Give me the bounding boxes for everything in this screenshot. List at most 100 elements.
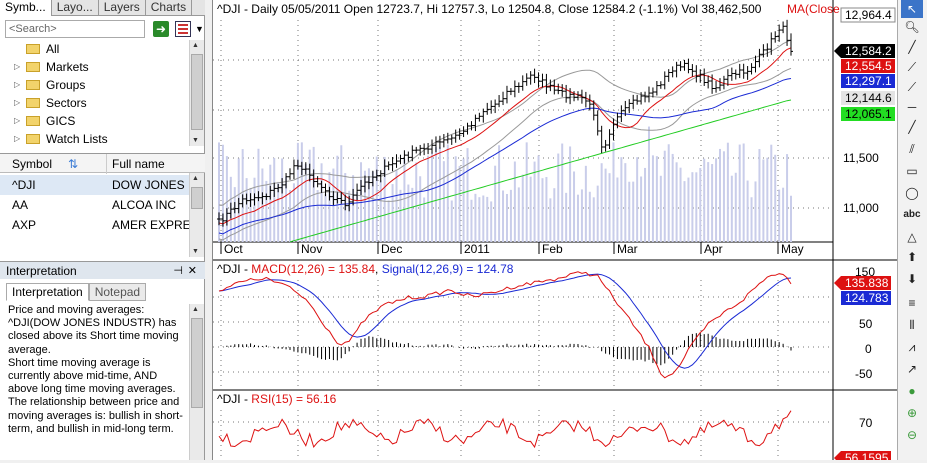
- cycle-tool-icon[interactable]: ⦀: [909, 318, 915, 332]
- fib-icon[interactable]: ▭: [906, 164, 918, 178]
- volume-bar: [604, 168, 607, 242]
- volume-bar: [549, 198, 552, 242]
- volume-bar: [541, 178, 544, 242]
- pitchfork-icon[interactable]: ⫽: [909, 142, 915, 156]
- scroll-down-icon[interactable]: ▼: [192, 248, 199, 255]
- expand-icon[interactable]: ▷: [14, 98, 21, 107]
- volume-bar: [446, 144, 449, 242]
- up-arrow-icon[interactable]: ⬆: [906, 250, 918, 264]
- volume-bar: [730, 175, 733, 242]
- add-icon[interactable]: ⊕: [906, 406, 918, 420]
- rect-tool-icon[interactable]: ◯: [905, 186, 919, 200]
- go-arrow-icon[interactable]: ➜: [153, 21, 169, 37]
- remove-icon[interactable]: ⊖: [906, 428, 918, 442]
- tree-item-gics[interactable]: ▷ GICS: [0, 112, 190, 130]
- scroll-up-icon[interactable]: ▲: [192, 306, 199, 313]
- tab-interpretation[interactable]: Interpretation: [6, 283, 89, 301]
- scroll-thumb[interactable]: [191, 54, 203, 130]
- scroll-down-icon[interactable]: ▼: [192, 137, 199, 144]
- triangle-tool-icon[interactable]: △: [907, 230, 917, 244]
- price-badge-ma-mid: 12,297.1: [845, 74, 892, 88]
- folder-icon: [26, 116, 40, 126]
- volume-bar: [786, 154, 789, 242]
- volume-bar: [261, 168, 264, 242]
- scroll-thumb[interactable]: [191, 318, 203, 408]
- volume-bar: [525, 142, 528, 242]
- zoom-icon[interactable]: 🔍︎: [904, 20, 920, 34]
- close-icon[interactable]: ✕: [187, 265, 197, 277]
- column-separator[interactable]: [106, 154, 107, 174]
- tab-charts[interactable]: Charts: [146, 0, 193, 16]
- tree-scrollbar[interactable]: ▲ ▼: [189, 40, 204, 146]
- volume-bar: [395, 169, 398, 242]
- channel-tool-icon[interactable]: ≡: [908, 296, 916, 310]
- volume-bar: [707, 162, 710, 242]
- symbol-list-scrollbar[interactable]: ▲ ▼: [189, 173, 204, 257]
- volume-bar: [782, 187, 785, 242]
- tab-layers[interactable]: Layers: [99, 0, 146, 16]
- interpretation-title-text: Interpretation: [6, 264, 77, 278]
- interpretation-scrollbar[interactable]: ▲: [189, 304, 204, 460]
- text-tool-icon[interactable]: abc: [903, 209, 921, 220]
- expand-icon[interactable]: ▷: [14, 134, 21, 143]
- hline-tool-icon[interactable]: ─: [907, 100, 917, 114]
- volume-bar: [569, 146, 572, 242]
- expand-icon[interactable]: ▷: [14, 80, 21, 89]
- arrow-tool-icon[interactable]: ↗: [906, 362, 918, 376]
- scroll-up-icon[interactable]: ▲: [192, 175, 199, 182]
- tree-item-watch-lists[interactable]: ▷ Watch Lists: [0, 130, 190, 148]
- chart-canvas[interactable]: ^DJI - Daily 05/05/2011 Open 12723.7, Hi…: [213, 0, 903, 463]
- chevron-down-icon[interactable]: ▼: [195, 24, 204, 34]
- expand-icon[interactable]: ▷: [14, 116, 21, 125]
- down-arrow-icon[interactable]: ⬇: [906, 272, 918, 286]
- volume-bar: [316, 190, 319, 242]
- symbol-row[interactable]: AXP AMER EXPRES: [0, 215, 190, 235]
- volume-bar: [722, 151, 725, 242]
- rsi-header-prefix: ^DJI -: [217, 392, 251, 406]
- symbol-row[interactable]: ^DJI DOW JONES I...: [0, 175, 190, 195]
- trend-tool-icon[interactable]: ⟋: [907, 80, 917, 94]
- expand-icon[interactable]: ▷: [14, 62, 21, 71]
- price-badge-high: 12,964.4: [845, 8, 892, 22]
- symbol-row[interactable]: AA ALCOA INC: [0, 195, 190, 215]
- tab-layouts[interactable]: Layo...: [52, 0, 99, 16]
- tab-notepad[interactable]: Notepad: [88, 283, 147, 301]
- vline-tool-icon[interactable]: ╱: [908, 120, 916, 134]
- sort-icon[interactable]: ⇅: [68, 157, 79, 171]
- cursor-icon[interactable]: ↖: [901, 0, 923, 18]
- volume-bar: [233, 187, 236, 242]
- symbol-list-header: Symbol ⇅ Full name: [0, 153, 205, 174]
- line-tool-icon[interactable]: ╱: [908, 40, 916, 54]
- volume-bar: [466, 148, 469, 242]
- search-input[interactable]: <Search>: [5, 20, 145, 38]
- tab-symbols[interactable]: Symb...: [0, 0, 52, 16]
- wave-tool-icon[interactable]: ⩘: [908, 340, 916, 354]
- month-label: Feb: [542, 242, 563, 256]
- tree-item-groups[interactable]: ▷ Groups: [0, 76, 190, 94]
- drawing-toolbar: ↖ 🔍︎ ╱ ⟋ ⟋ ─ ╱ ⫽ ▭ ◯ abc △ ⬆ ⬇ ≡ ⦀ ⩘ ↗ ●…: [897, 0, 927, 460]
- volume-bar: [403, 158, 406, 242]
- tree-item-sectors[interactable]: ▷ Sectors: [0, 94, 190, 112]
- scroll-up-icon[interactable]: ▲: [192, 42, 199, 49]
- volume-bar: [726, 142, 729, 242]
- pin-icon[interactable]: ⊣: [173, 265, 183, 277]
- search-row: <Search> ➜ ▼: [5, 20, 204, 38]
- column-header-symbol[interactable]: Symbol: [12, 157, 53, 171]
- volume-bar: [790, 195, 792, 242]
- volume-bar: [699, 167, 702, 242]
- volume-bar: [419, 176, 422, 242]
- volume-bar: [616, 177, 619, 242]
- watchlist-icon[interactable]: [175, 21, 191, 37]
- ray-tool-icon[interactable]: ⟋: [907, 60, 917, 74]
- tree-item-all[interactable]: All: [0, 40, 190, 58]
- scroll-thumb[interactable]: [191, 187, 203, 209]
- volume-bar: [718, 148, 721, 242]
- macd-label: MACD(12,26) = 135.84: [251, 262, 375, 276]
- column-header-fullname[interactable]: Full name: [112, 157, 165, 171]
- chart-area[interactable]: ^DJI - Daily 05/05/2011 Open 12723.7, Hi…: [212, 0, 903, 463]
- volume-bar: [703, 158, 706, 242]
- tree-item-markets[interactable]: ▷ Markets: [0, 58, 190, 76]
- volume-bar: [533, 161, 536, 242]
- magnet-icon[interactable]: ●: [908, 384, 916, 398]
- price-axis-label: 11,000: [843, 201, 879, 215]
